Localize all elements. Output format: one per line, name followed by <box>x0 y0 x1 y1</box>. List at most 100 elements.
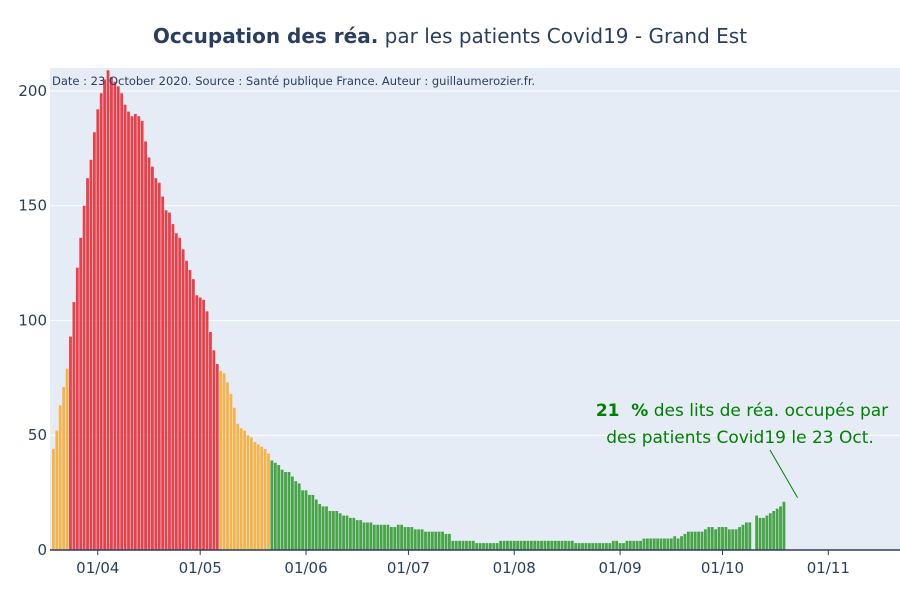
bar <box>680 536 683 550</box>
bar <box>427 531 431 550</box>
bar <box>468 540 472 550</box>
bar <box>273 462 277 550</box>
bar <box>345 515 349 550</box>
bar <box>75 267 79 550</box>
bar <box>359 520 363 550</box>
bar <box>714 529 718 550</box>
bar <box>372 524 376 550</box>
bar <box>478 543 482 550</box>
bar <box>420 529 424 550</box>
bar <box>656 538 660 550</box>
x-tick-label: 01/09 <box>598 559 641 577</box>
x-tick-label: 01/04 <box>76 559 119 577</box>
bar <box>635 540 639 550</box>
bar <box>99 93 103 550</box>
bar <box>277 465 281 550</box>
bar <box>243 430 246 550</box>
bar <box>447 533 451 550</box>
bars <box>52 70 786 551</box>
y-tick-label: 0 <box>37 541 47 559</box>
bar <box>147 157 151 550</box>
bar <box>502 540 506 550</box>
bar <box>106 70 110 551</box>
bar <box>386 524 390 550</box>
chart-title-bold: Occupation des réa. <box>153 24 378 48</box>
bar <box>748 522 752 550</box>
annotation-line-1-rest: des lits de réa. occupés par <box>648 401 888 421</box>
bar <box>768 513 772 550</box>
annotation-arrow <box>769 449 799 499</box>
bar <box>195 295 199 550</box>
bar <box>263 449 267 550</box>
bar <box>584 543 588 550</box>
bar <box>622 543 625 550</box>
bar <box>441 531 444 550</box>
y-tick-label: 150 <box>18 197 47 215</box>
bar <box>246 435 250 550</box>
bar <box>546 540 550 550</box>
bar <box>618 543 622 550</box>
bar <box>615 540 619 550</box>
bar <box>488 543 492 550</box>
bar <box>239 428 243 550</box>
bar <box>72 302 76 550</box>
x-tick-label: 01/11 <box>807 559 850 577</box>
bar <box>209 331 212 550</box>
bar <box>591 543 595 550</box>
bar <box>587 543 591 550</box>
x-ticks: 01/04 01/05 01/06 01/07 01/08 01/09 01/10 01/11 <box>76 550 850 577</box>
bar <box>697 531 701 550</box>
bar <box>413 529 417 550</box>
source-note: Date : 23 October 2020. Source : Santé p… <box>52 74 535 88</box>
bar <box>383 524 386 550</box>
bar <box>762 517 765 550</box>
bar <box>185 260 188 550</box>
bar <box>331 510 335 550</box>
bar <box>461 540 465 550</box>
bar <box>120 93 124 550</box>
annotation-line-2: des patients Covid19 le 23 Oct. <box>606 428 874 448</box>
bar <box>366 522 369 550</box>
bar <box>52 449 55 550</box>
y-tick-label: 50 <box>28 426 47 444</box>
bar <box>526 540 530 550</box>
bar <box>229 393 233 550</box>
bar <box>553 540 557 550</box>
bar <box>157 182 161 550</box>
bar <box>222 373 226 550</box>
bar <box>389 527 393 550</box>
bar <box>308 494 311 550</box>
bar <box>523 540 526 550</box>
bar <box>318 504 322 550</box>
bar <box>202 299 206 550</box>
bar <box>567 540 571 550</box>
bar <box>560 540 564 550</box>
bar <box>693 531 697 550</box>
bar <box>475 543 479 550</box>
bar <box>92 132 96 550</box>
bar <box>465 540 468 550</box>
bar <box>362 522 366 550</box>
bar <box>424 531 427 550</box>
bar <box>482 543 485 550</box>
bar <box>659 538 663 550</box>
bar <box>611 540 615 550</box>
bar <box>55 430 59 550</box>
bar <box>451 540 455 550</box>
bar <box>171 224 175 551</box>
bar <box>499 540 503 550</box>
bar <box>779 506 782 550</box>
bar <box>181 249 185 551</box>
bar <box>393 527 397 550</box>
bar <box>632 540 636 550</box>
x-tick-label: 01/05 <box>179 559 222 577</box>
bar <box>724 527 728 550</box>
bar <box>297 483 301 550</box>
bar <box>536 540 540 550</box>
bar <box>574 543 578 550</box>
bar <box>110 77 113 550</box>
bar <box>666 538 670 550</box>
bar <box>506 540 509 550</box>
bar <box>232 407 236 550</box>
bar <box>437 531 441 550</box>
